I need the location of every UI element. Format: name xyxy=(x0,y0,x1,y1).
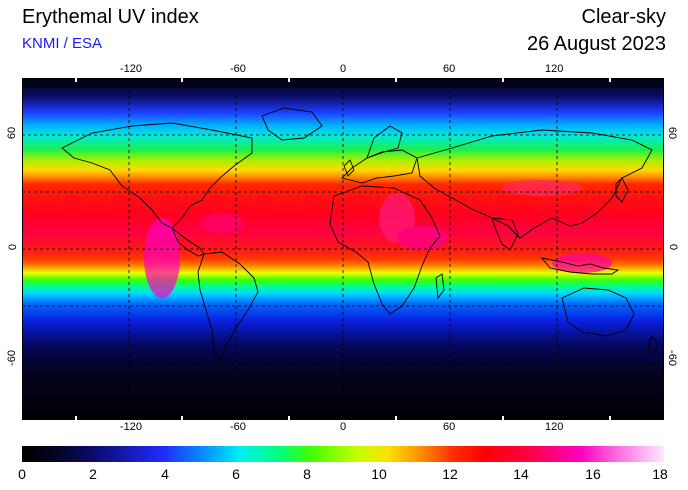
lat-tick-right: 0 xyxy=(667,243,680,251)
frame-ticks xyxy=(75,78,611,420)
lon-tick-top: 60 xyxy=(443,63,456,75)
map-overlay xyxy=(22,78,664,420)
uv-index-map xyxy=(22,78,664,420)
arctic-cap xyxy=(22,78,664,88)
colorbar-label: 0 xyxy=(18,466,26,482)
page-title: Erythemal UV index xyxy=(22,6,199,28)
uv-hotspots xyxy=(144,180,612,298)
colorbar-label: 16 xyxy=(585,466,601,482)
colorbar-label: 4 xyxy=(161,466,169,482)
colorbar-label: 2 xyxy=(89,466,97,482)
lat-tick-right: -60 xyxy=(665,350,678,366)
map-date: 26 August 2023 xyxy=(526,33,666,55)
lon-tick-top: -60 xyxy=(230,63,246,75)
colorbar-label: 10 xyxy=(371,466,387,482)
lon-tick-bottom: 60 xyxy=(443,421,456,433)
lat-tick-right: 60 xyxy=(666,126,679,140)
colorbar-label: 6 xyxy=(232,466,240,482)
sky-mode: Clear-sky xyxy=(581,6,666,28)
coastlines xyxy=(61,107,659,361)
data-source: KNMI / ESA xyxy=(22,35,103,52)
uv-colorbar xyxy=(22,446,664,462)
lat-tick-left: 0 xyxy=(7,243,20,251)
colorbar-label: 14 xyxy=(513,466,529,482)
lon-tick-bottom: -60 xyxy=(230,421,246,433)
colorbar-label: 12 xyxy=(442,466,458,482)
map-frame xyxy=(22,78,664,420)
colorbar-label: 8 xyxy=(303,466,311,482)
lat-tick-left: -60 xyxy=(5,350,18,366)
lon-tick-top: 0 xyxy=(340,63,347,75)
lon-tick-top: 120 xyxy=(545,63,564,75)
graticule xyxy=(22,78,664,420)
lon-tick-top: -120 xyxy=(120,63,143,75)
colorbar-label: 18 xyxy=(652,466,668,482)
lon-tick-bottom: 0 xyxy=(340,421,347,433)
lon-tick-bottom: -120 xyxy=(120,421,143,433)
lat-tick-left: 60 xyxy=(6,126,19,140)
lon-tick-bottom: 120 xyxy=(545,421,564,433)
